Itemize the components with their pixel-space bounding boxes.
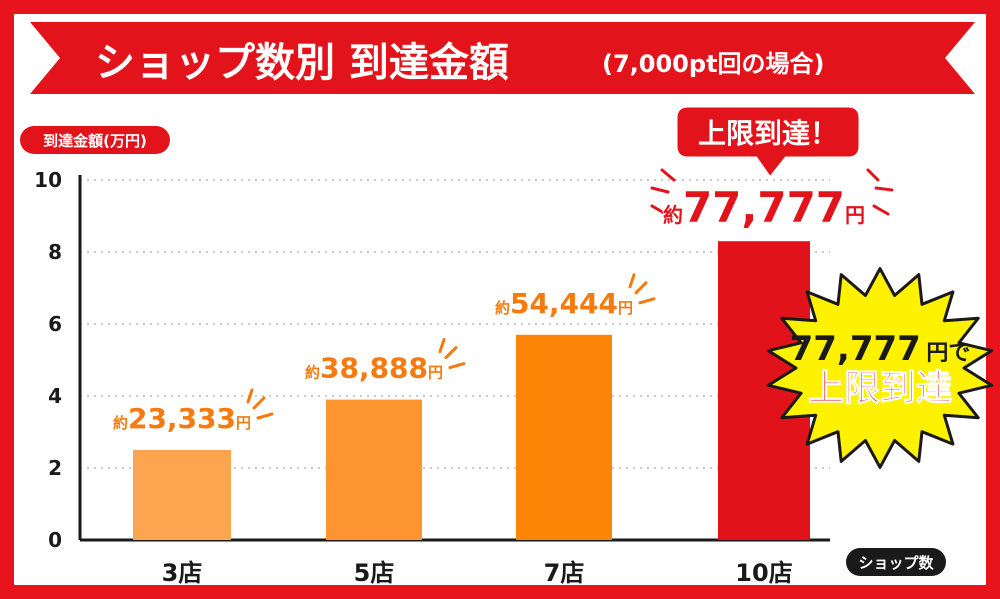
emphasis-spark bbox=[448, 362, 466, 370]
y-tick-label: 8 bbox=[48, 240, 62, 264]
title-banner bbox=[30, 22, 975, 94]
emphasis-spark bbox=[438, 338, 446, 354]
category-label: 7店 bbox=[544, 559, 585, 587]
bar-5店 bbox=[326, 399, 422, 540]
limit-bubble: 上限到達！ bbox=[674, 104, 862, 181]
emphasis-spark bbox=[650, 204, 668, 216]
value-label: 約23,333円 bbox=[113, 402, 251, 435]
value-label: 約77,777円 bbox=[663, 183, 865, 232]
bar-3店 bbox=[133, 450, 231, 540]
value-label: 約38,888円 bbox=[305, 352, 443, 385]
y-tick-label: 10 bbox=[34, 168, 62, 192]
value-amount: 23,333 bbox=[128, 402, 236, 435]
emphasis-spark bbox=[444, 346, 458, 360]
value-unit: 円 bbox=[845, 203, 865, 227]
bar-7店 bbox=[516, 334, 612, 540]
emphasis-spark bbox=[246, 388, 254, 404]
value-unit: 円 bbox=[618, 299, 633, 317]
emphasis-spark bbox=[874, 186, 894, 192]
y-axis-label: 到達金額(万円) bbox=[43, 132, 147, 150]
y-axis-label-pill bbox=[20, 126, 170, 154]
value-prefix: 約 bbox=[305, 364, 320, 382]
y-tick-label: 6 bbox=[48, 312, 62, 336]
emphasis-spark bbox=[866, 168, 880, 182]
burst-line1: 77,777 円で bbox=[790, 329, 971, 369]
category-label: 5店 bbox=[354, 559, 395, 587]
burst-unit: 円で bbox=[926, 341, 970, 366]
y-tick-label: 0 bbox=[48, 528, 62, 552]
burst-line2: 上限到達 bbox=[808, 368, 952, 409]
value-unit: 円 bbox=[428, 364, 443, 382]
emphasis-spark bbox=[638, 297, 656, 305]
value-amount: 77,777 bbox=[683, 183, 845, 232]
value-amount: 38,888 bbox=[320, 352, 428, 385]
emphasis-spark bbox=[628, 273, 636, 289]
banner-title: ショップ数別 到達金額 bbox=[95, 40, 509, 86]
emphasis-spark bbox=[650, 186, 670, 194]
value-amount: 54,444 bbox=[510, 287, 618, 320]
limit-burst: 77,777 円で 上限到達 bbox=[766, 267, 994, 469]
limit-bubble-text: 上限到達！ bbox=[698, 117, 838, 150]
value-prefix: 約 bbox=[663, 203, 683, 227]
emphasis-spark bbox=[660, 168, 676, 182]
value-label: 約54,444円 bbox=[495, 287, 633, 320]
category-label: 3店 bbox=[162, 559, 203, 587]
y-tick-label: 4 bbox=[48, 384, 62, 408]
emphasis-spark bbox=[256, 412, 274, 420]
value-prefix: 約 bbox=[113, 414, 128, 432]
emphasis-spark bbox=[634, 281, 648, 295]
y-tick-label: 2 bbox=[48, 456, 62, 480]
x-axis-label: ショップ数 bbox=[858, 554, 934, 572]
category-label: 10店 bbox=[735, 559, 792, 587]
emphasis-spark bbox=[252, 396, 266, 410]
burst-value: 77,777 bbox=[790, 329, 921, 369]
value-prefix: 約 bbox=[495, 299, 510, 317]
emphasis-spark bbox=[872, 204, 890, 216]
x-axis-label-pill bbox=[846, 548, 946, 576]
banner-subtitle: (7,000pt回の場合) bbox=[602, 50, 825, 78]
value-unit: 円 bbox=[236, 414, 251, 432]
